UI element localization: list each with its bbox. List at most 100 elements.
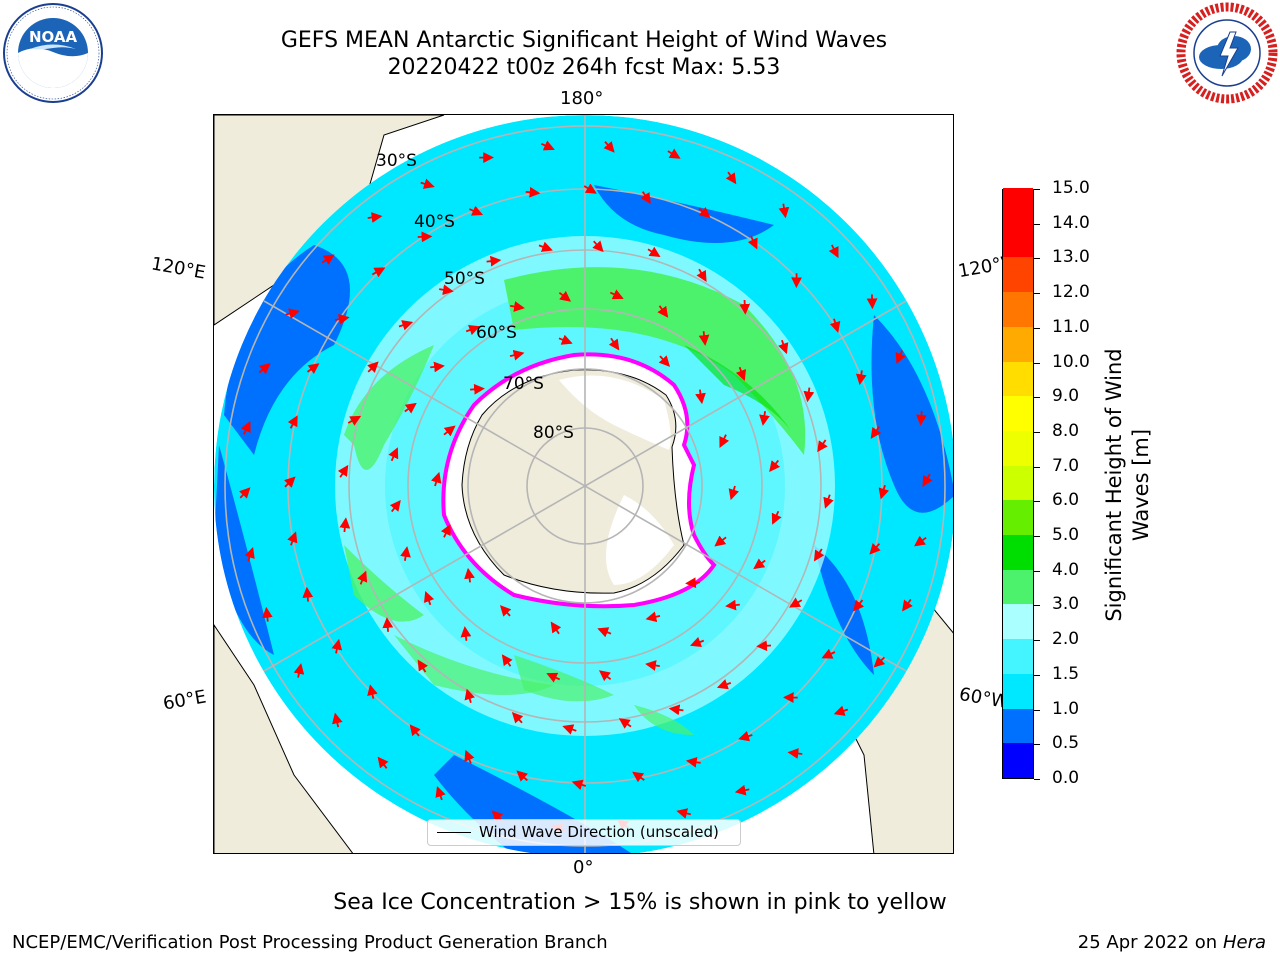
wind-wave-arrow: [828, 244, 839, 259]
wind-wave-arrow: [902, 598, 913, 612]
wind-wave-arrow: [725, 171, 737, 185]
wind-wave-arrow: [538, 241, 553, 252]
lat-label-70s: 70°S: [503, 374, 544, 394]
wind-wave-arrow: [510, 301, 525, 312]
wind-wave-arrow: [409, 724, 421, 737]
wind-wave-arrow: [647, 246, 661, 258]
wind-wave-arrow: [778, 203, 790, 219]
wind-wave-arrow: [367, 212, 383, 223]
wind-wave-arrow: [430, 471, 442, 487]
wind-wave-arrow: [676, 808, 692, 819]
wind-wave-arrow: [400, 546, 411, 561]
wind-wave-arrow: [367, 361, 379, 373]
wind-wave-arrow: [367, 684, 378, 699]
colorbar-tick-label: 3.0: [1052, 594, 1080, 615]
colorbar-tick-label: 13.0: [1052, 247, 1090, 268]
colorbar-tick-label: 5.0: [1052, 525, 1080, 546]
wind-wave-arrow: [829, 318, 841, 333]
footer-date-text: 25 Apr 2022 on: [1077, 932, 1223, 953]
wind-wave-arrow: [420, 178, 435, 189]
colorbar-tick-label: 15.0: [1052, 178, 1090, 198]
colorbar-tick-label: 1.5: [1052, 663, 1080, 684]
wind-wave-arrow: [417, 231, 433, 243]
wind-wave-arrow: [501, 654, 513, 667]
wave-field: [214, 115, 953, 853]
wind-wave-arrow: [571, 779, 587, 791]
polar-map: [213, 114, 954, 854]
wind-wave-arrow: [404, 402, 417, 414]
wind-wave-arrow: [685, 577, 700, 589]
wind-wave-arrow: [866, 294, 878, 310]
wind-wave-arrow: [239, 487, 251, 499]
wind-wave-arrow: [719, 434, 730, 449]
wind-wave-arrow: [470, 383, 485, 395]
wind-wave-arrow: [439, 284, 454, 296]
wind-wave-arrow: [817, 439, 828, 453]
wind-wave-arrow: [417, 659, 428, 673]
wind-wave-arrow: [716, 679, 732, 690]
graticule: [224, 115, 946, 853]
wave-height-map: [214, 115, 953, 853]
noaa-logo-text: NOAA: [29, 28, 78, 46]
wind-wave-arrow: [873, 656, 886, 668]
wind-wave-arrow: [696, 268, 707, 282]
colorbar-segment: [1003, 222, 1033, 258]
colorbar-tick-label: 11.0: [1052, 316, 1090, 337]
wind-wave-arrow: [759, 411, 770, 426]
colorbar-tick-label: 14.0: [1052, 212, 1090, 233]
lat-label-50s: 50°S: [444, 269, 485, 289]
colorbar-tick-label: 2.0: [1052, 629, 1080, 650]
colorbar-segment: [1003, 187, 1033, 223]
wind-wave-arrow: [558, 334, 573, 345]
wind-wave-arrow: [922, 473, 933, 487]
wind-wave-arrow: [460, 626, 472, 641]
wind-wave-arrow: [778, 339, 789, 355]
colorbar-segment: [1003, 742, 1033, 778]
wind-wave-arrow: [869, 543, 881, 555]
wind-wave-arrow: [735, 366, 747, 381]
wind-wave-arrow: [855, 370, 867, 386]
colorbar-tick-label: 7.0: [1052, 455, 1080, 476]
wind-wave-arrow: [821, 648, 836, 659]
colorbar-tick-label: 12.0: [1052, 282, 1090, 303]
wind-wave-arrow: [509, 349, 525, 361]
wind-wave-arrow: [321, 254, 335, 265]
lon-label-60e: 60°E: [161, 686, 208, 715]
wind-wave-arrow: [511, 711, 524, 724]
wind-wave-arrow: [895, 350, 906, 365]
wind-wave-arrow: [389, 499, 401, 513]
wind-wave-arrow: [443, 425, 456, 437]
wind-wave-arrow: [698, 206, 711, 218]
wind-wave-arrow: [293, 663, 305, 678]
colorbar: [1002, 187, 1034, 779]
wind-wave-arrow: [382, 617, 394, 632]
wind-wave-arrow: [287, 531, 298, 546]
wind-wave-arrow: [714, 535, 727, 547]
colorbar-segment: [1003, 291, 1033, 327]
wind-wave-arrow: [541, 140, 555, 151]
wind-wave-arrow: [878, 484, 890, 500]
wind-wave-arrow: [632, 771, 645, 783]
wind-wave-arrow: [833, 705, 849, 716]
wind-wave-arrow: [789, 597, 803, 608]
colorbar-segment: [1003, 708, 1033, 744]
wind-wave-arrow: [690, 636, 705, 648]
wind-wave-arrow: [608, 337, 620, 351]
colorbar-segment: [1003, 361, 1033, 397]
wind-wave-arrow: [287, 415, 298, 429]
wind-wave-arrow: [562, 724, 577, 735]
wind-wave-arrow: [516, 770, 528, 782]
footer-credit: NCEP/EMC/Verification Post Processing Pr…: [12, 932, 608, 953]
footer-date: 25 Apr 2022 on Hera: [1078, 932, 1266, 953]
wind-wave-arrow: [440, 523, 451, 538]
colorbar-tick-label: 9.0: [1052, 386, 1080, 407]
wind-wave-arrow: [423, 591, 435, 606]
wind-wave-arrow: [499, 605, 512, 617]
wind-wave-arrow: [464, 688, 475, 704]
wind-wave-arrow: [667, 148, 681, 159]
colorbar-segment: [1003, 465, 1033, 501]
wind-wave-arrow: [546, 672, 561, 683]
colorbar-segment: [1003, 326, 1033, 362]
colorbar-segment: [1003, 569, 1033, 605]
wind-wave-arrow: [306, 363, 320, 374]
